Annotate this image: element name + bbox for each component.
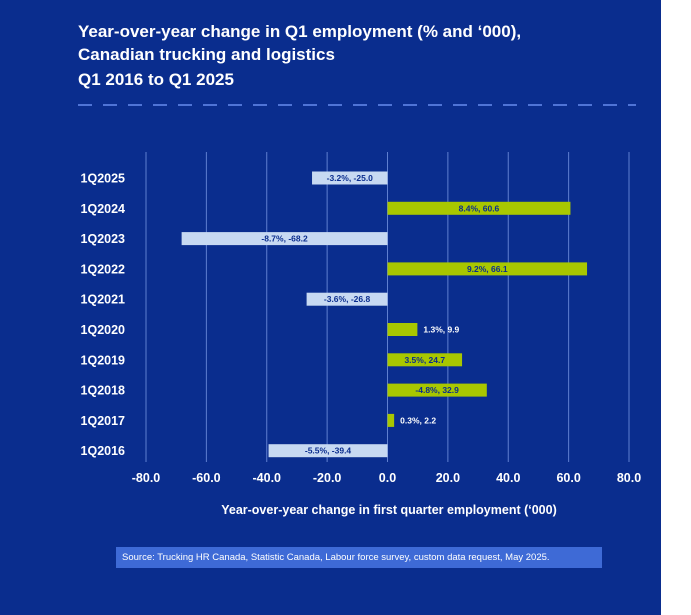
data-label: 8.4%, 60.6	[459, 203, 500, 213]
x-tick-label: 80.0	[617, 471, 641, 485]
data-label: -8.7%, -68.2	[261, 234, 308, 244]
data-label: -4.8%, 32.9	[415, 385, 459, 395]
category-label: 1Q2025	[81, 172, 126, 186]
data-label: 3.5%, 24.7	[404, 355, 445, 365]
source-note: Source: Trucking HR Canada, Statistic Ca…	[116, 547, 602, 568]
bar	[306, 292, 388, 306]
x-tick-label: -80.0	[132, 471, 161, 485]
bar	[312, 171, 388, 185]
data-label: -3.6%, -26.8	[324, 294, 371, 304]
bar	[387, 353, 463, 367]
x-tick-label: 40.0	[496, 471, 520, 485]
x-tick-label: -20.0	[313, 471, 342, 485]
category-label: 1Q2019	[81, 353, 126, 367]
category-label: 1Q2017	[81, 414, 126, 428]
bar-chart: -80.0 -60.0 -40.0 -20.0 0.0 20.0 40.0 60.0 80.0 1…	[81, 152, 641, 517]
category-label: 1Q2021	[81, 293, 126, 307]
bar	[387, 262, 588, 276]
bar	[387, 413, 395, 427]
bar	[268, 444, 388, 458]
title-line-2: Canadian trucking and logistics	[78, 45, 335, 64]
data-label: -5.5%, -39.4	[305, 446, 352, 456]
category-label: 1Q2020	[81, 323, 126, 337]
category-label: 1Q2023	[81, 232, 126, 246]
x-tick-label: 20.0	[436, 471, 460, 485]
x-axis-title: Year-over-year change in first quarter e…	[221, 503, 557, 517]
bar	[387, 323, 418, 336]
data-label: 0.3%, 2.2	[400, 415, 436, 425]
chart-panel: Year-over-year change in Q1 employment (…	[0, 0, 661, 615]
data-label: 1.3%, 9.9	[423, 325, 459, 335]
category-label: 1Q2024	[81, 202, 126, 216]
title-line-1: Year-over-year change in Q1 employment (…	[78, 22, 522, 41]
x-tick-label: 60.0	[556, 471, 580, 485]
category-label: 1Q2022	[81, 262, 126, 276]
x-tick-label: 0.0	[379, 471, 396, 485]
data-label: -3.2%, -25.0	[327, 173, 374, 183]
bar	[387, 201, 571, 215]
category-label: 1Q2016	[81, 444, 126, 458]
dashed-divider	[78, 104, 636, 106]
x-tick-label: -60.0	[192, 471, 221, 485]
chart-subtitle: Q1 2016 to Q1 2025	[78, 70, 234, 89]
category-label: 1Q2018	[81, 384, 126, 398]
chart-title: Year-over-year change in Q1 employment (…	[78, 20, 521, 66]
data-label: 9.2%, 66.1	[467, 264, 508, 274]
bar	[387, 383, 487, 397]
x-tick-label: -40.0	[253, 471, 282, 485]
bar	[181, 232, 388, 246]
